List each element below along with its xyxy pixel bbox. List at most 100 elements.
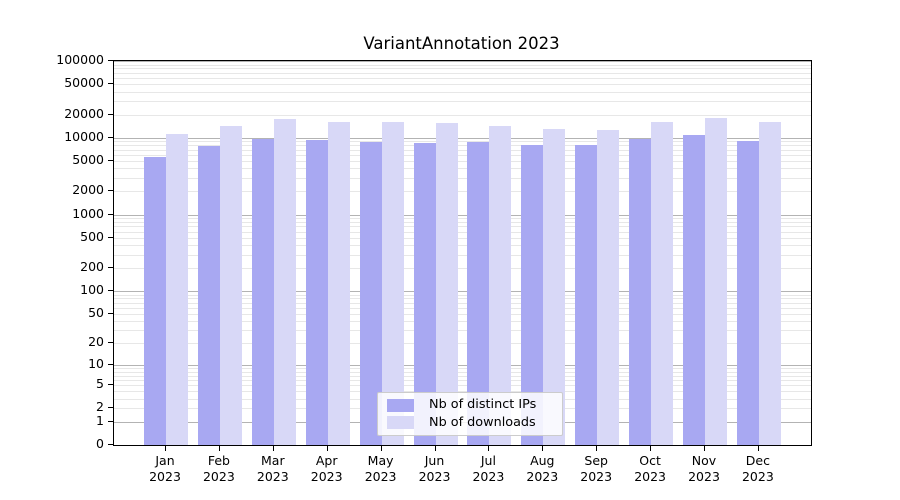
gridline-minor bbox=[114, 307, 811, 309]
bar-downloads bbox=[597, 129, 620, 445]
x-tick-label: Dec 2023 bbox=[741, 453, 774, 484]
bar-downloads bbox=[651, 122, 674, 445]
gridline-minor bbox=[114, 64, 811, 66]
gridline-minor bbox=[114, 237, 811, 239]
y-tick-mark bbox=[108, 136, 113, 138]
gridline-minor bbox=[114, 78, 811, 80]
gridline-major bbox=[114, 291, 811, 293]
x-tick-mark bbox=[650, 446, 652, 451]
y-tick-label: 2000 bbox=[72, 182, 104, 198]
y-tick-mark bbox=[108, 312, 113, 314]
bar-distinct-ips bbox=[413, 142, 436, 445]
gridline-minor bbox=[114, 371, 811, 373]
gridline-minor bbox=[114, 298, 811, 300]
y-tick-mark bbox=[108, 444, 113, 445]
x-tick-mark bbox=[434, 446, 436, 451]
y-tick-mark bbox=[108, 113, 113, 115]
y-tick-label: 5 bbox=[96, 376, 104, 392]
bar-downloads bbox=[166, 134, 188, 445]
x-tick-label: Oct 2023 bbox=[634, 453, 666, 484]
legend-swatch-distinct-ips bbox=[387, 398, 414, 412]
gridline-minor bbox=[114, 245, 811, 247]
x-tick-mark bbox=[596, 446, 598, 451]
x-tick-label: Sep 2023 bbox=[580, 453, 613, 484]
gridline-minor bbox=[114, 149, 811, 151]
gridline-minor bbox=[114, 385, 811, 387]
gridline-minor bbox=[114, 321, 811, 323]
y-tick-mark bbox=[108, 364, 113, 366]
gridline-minor bbox=[114, 302, 811, 304]
y-tick-label: 2 bbox=[96, 399, 104, 415]
y-tick-label: 500 bbox=[80, 228, 104, 244]
gridline-minor bbox=[114, 101, 811, 103]
gridline-minor bbox=[114, 114, 811, 116]
y-tick-mark bbox=[108, 290, 113, 292]
bar-downloads bbox=[273, 118, 296, 445]
y-tick-label: 100000 bbox=[56, 52, 104, 67]
bar-downloads bbox=[543, 129, 566, 445]
x-tick-mark bbox=[272, 446, 274, 451]
gridline-minor bbox=[114, 84, 811, 86]
y-tick-mark bbox=[108, 213, 113, 215]
bar-downloads bbox=[381, 122, 404, 445]
y-tick-label: 1000 bbox=[72, 205, 104, 221]
gridline-minor bbox=[114, 168, 811, 170]
gridline-minor bbox=[114, 313, 811, 315]
gridline-minor bbox=[114, 141, 811, 143]
bar-downloads bbox=[327, 122, 350, 445]
gridline-minor bbox=[114, 391, 811, 393]
y-tick-label: 50000 bbox=[64, 75, 104, 91]
gridline-minor bbox=[114, 294, 811, 296]
y-tick-label: 20 bbox=[88, 334, 104, 350]
x-tick-label: Mar 2023 bbox=[256, 453, 289, 484]
bar-distinct-ips bbox=[144, 156, 166, 445]
gridline-minor bbox=[114, 91, 811, 93]
x-tick-label: Nov 2023 bbox=[688, 453, 720, 484]
legend-swatch-downloads bbox=[387, 416, 414, 430]
gridline-minor bbox=[114, 226, 811, 228]
x-tick-mark bbox=[704, 446, 705, 451]
legend-label-distinct-ips: Nb of distinct IPs bbox=[429, 397, 537, 413]
bar-distinct-ips bbox=[305, 140, 328, 445]
bar-downloads bbox=[435, 123, 458, 445]
gridline-minor bbox=[114, 154, 811, 156]
x-tick-label: Jan 2023 bbox=[149, 453, 181, 484]
gridline-minor bbox=[114, 231, 811, 233]
y-tick-mark bbox=[108, 159, 113, 161]
gridline-major bbox=[114, 365, 811, 367]
chart-title: VariantAnnotation 2023 bbox=[363, 34, 560, 53]
gridline-minor bbox=[114, 380, 811, 382]
plot-area bbox=[113, 60, 812, 446]
y-tick-label: 5000 bbox=[72, 151, 104, 167]
gridline-minor bbox=[114, 368, 811, 370]
gridline-major bbox=[114, 61, 811, 62]
gridline-minor bbox=[114, 72, 811, 74]
gridline-minor bbox=[114, 222, 811, 223]
y-tick-mark bbox=[108, 236, 113, 238]
y-tick-mark bbox=[108, 60, 113, 61]
gridline-minor bbox=[114, 268, 811, 270]
bar-distinct-ips bbox=[359, 142, 382, 445]
bar-downloads bbox=[219, 126, 242, 445]
y-tick-label: 100 bbox=[80, 282, 104, 298]
bar-distinct-ips bbox=[736, 140, 759, 445]
bar-downloads bbox=[489, 125, 512, 445]
y-tick-mark bbox=[108, 420, 113, 422]
gridline-minor bbox=[114, 177, 811, 179]
bar-distinct-ips bbox=[467, 142, 490, 445]
legend: Nb of distinct IPs Nb of downloads bbox=[377, 392, 563, 436]
bar-distinct-ips bbox=[521, 144, 544, 445]
y-tick-label: 1 bbox=[96, 412, 104, 428]
gridline-minor bbox=[114, 343, 811, 345]
x-tick-label: Jul 2023 bbox=[472, 453, 505, 484]
legend-entry-downloads: Nb of downloads bbox=[387, 414, 553, 430]
x-tick-mark bbox=[380, 446, 382, 451]
y-tick-label: 50 bbox=[88, 304, 104, 320]
gridline-minor bbox=[114, 254, 811, 256]
legend-entry-distinct-ips: Nb of distinct IPs bbox=[387, 398, 553, 412]
x-tick-label: Aug 2023 bbox=[526, 453, 559, 484]
y-tick-mark bbox=[108, 342, 113, 344]
x-tick-mark bbox=[165, 446, 166, 451]
gridline-minor bbox=[114, 330, 811, 332]
legend-label-downloads: Nb of downloads bbox=[429, 414, 536, 430]
